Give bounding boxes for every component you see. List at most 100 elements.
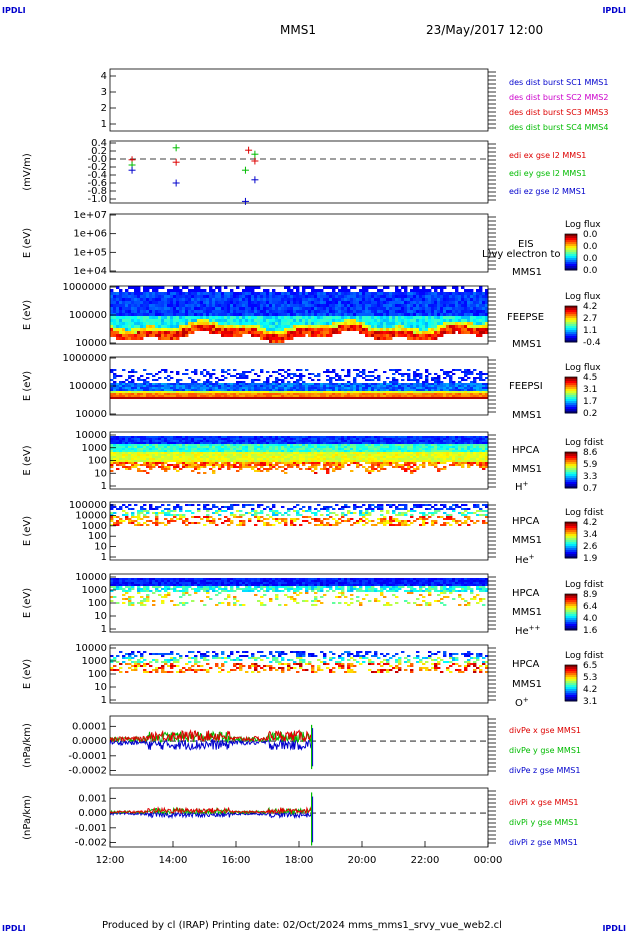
spectrogram-cell bbox=[212, 298, 216, 301]
spectrogram-cell bbox=[146, 331, 150, 334]
spectrogram-cell bbox=[332, 462, 336, 464]
spectrogram-cell bbox=[149, 301, 153, 304]
spectrogram-cell bbox=[200, 454, 204, 456]
spectrogram-cell bbox=[479, 391, 483, 393]
spectrogram-cell bbox=[269, 337, 273, 340]
spectrogram-cell bbox=[212, 385, 216, 387]
spectrogram-cell bbox=[116, 325, 120, 328]
spectrogram-cell bbox=[227, 310, 231, 313]
spectrogram-cell bbox=[332, 387, 336, 389]
spectrogram-cell bbox=[209, 436, 213, 438]
spectrogram-cell bbox=[434, 301, 438, 304]
spectrogram-cell bbox=[455, 325, 459, 328]
spectrogram-cell bbox=[176, 438, 180, 440]
spectrogram-cell bbox=[233, 375, 237, 377]
spectrogram-cell bbox=[149, 310, 153, 313]
spectrogram-cell bbox=[389, 307, 393, 310]
spectrogram-cell bbox=[476, 298, 480, 301]
spectrogram-cell bbox=[464, 298, 468, 301]
spectrogram-cell bbox=[251, 292, 255, 295]
spectrogram-cell bbox=[143, 393, 147, 395]
spectrogram-cell bbox=[188, 442, 192, 444]
spectrogram-cell bbox=[290, 331, 294, 334]
spectrogram-cell bbox=[329, 440, 333, 442]
spectrogram-cell bbox=[161, 446, 165, 448]
spectrogram-cell bbox=[197, 389, 201, 391]
spectrogram-cell bbox=[164, 444, 168, 446]
spectrogram-cell bbox=[227, 391, 231, 393]
spectrogram-cell bbox=[287, 438, 291, 440]
spectrogram-cell bbox=[416, 298, 420, 301]
spectrogram-cell bbox=[248, 395, 252, 397]
spectrogram-cell bbox=[272, 313, 276, 316]
spectrogram-cell bbox=[236, 292, 240, 295]
spectrogram-cell bbox=[461, 328, 465, 331]
spectrogram-cell bbox=[419, 383, 423, 385]
spectrogram-cell bbox=[137, 379, 141, 381]
spectrogram-cell bbox=[173, 452, 177, 454]
spectrogram-cell bbox=[371, 286, 375, 289]
spectrogram-cell bbox=[110, 298, 114, 301]
spectrogram-cell bbox=[383, 334, 387, 337]
spectrogram-cell bbox=[290, 307, 294, 310]
spectrogram-cell bbox=[404, 334, 408, 337]
spectrogram-cell bbox=[452, 391, 456, 393]
spectrogram-cell bbox=[113, 460, 117, 462]
spectrogram-cell bbox=[212, 387, 216, 389]
spectrogram-cell bbox=[215, 316, 219, 319]
spectrogram-cell bbox=[176, 466, 180, 468]
spectrogram-cell bbox=[392, 334, 396, 337]
spectrogram-cell bbox=[458, 395, 462, 397]
spectrogram-cell bbox=[116, 316, 120, 319]
spectrogram-cell bbox=[143, 456, 147, 458]
spectrogram-cell bbox=[338, 397, 342, 399]
spectrogram-cell bbox=[413, 397, 417, 399]
spectrogram-cell bbox=[176, 334, 180, 337]
spectrogram-cell bbox=[128, 468, 132, 470]
spectrogram-cell bbox=[305, 389, 309, 391]
spectrogram-cell bbox=[368, 438, 372, 440]
spectrogram-cell bbox=[347, 397, 351, 399]
spectrogram-cell bbox=[110, 301, 114, 304]
spectrogram-cell bbox=[224, 383, 228, 385]
spectrogram-cell bbox=[338, 436, 342, 438]
spectrogram-cell bbox=[434, 331, 438, 334]
spectrogram-cell bbox=[404, 289, 408, 292]
spectrogram-cell bbox=[140, 460, 144, 462]
spectrogram-cell bbox=[275, 456, 279, 458]
spectrogram-cell bbox=[323, 397, 327, 399]
spectrogram-cell bbox=[371, 375, 375, 377]
spectrogram-cell bbox=[311, 397, 315, 399]
spectrogram-cell bbox=[386, 389, 390, 391]
spectrogram-cell bbox=[482, 307, 486, 310]
spectrogram-cell bbox=[236, 448, 240, 450]
corner-mark-bottom-right: IPDLI bbox=[602, 924, 626, 933]
spectrogram-cell bbox=[293, 440, 297, 442]
spectrogram-cell bbox=[275, 316, 279, 319]
spectrogram-cell bbox=[128, 456, 132, 458]
spectrogram-cell bbox=[134, 450, 138, 452]
spectrogram-cell bbox=[317, 292, 321, 295]
spectrogram-cell bbox=[242, 304, 246, 307]
spectrogram-cell bbox=[230, 313, 234, 316]
spectrogram-cell bbox=[347, 310, 351, 313]
spectrogram-cell bbox=[320, 436, 324, 438]
spectrogram-cell bbox=[275, 337, 279, 340]
spectrogram-cell bbox=[368, 393, 372, 395]
spectrogram-cell bbox=[182, 286, 186, 289]
spectrogram-cell bbox=[206, 458, 210, 460]
spectrogram-cell bbox=[476, 391, 480, 393]
spectrogram-cell bbox=[407, 322, 411, 325]
spectrogram-cell bbox=[128, 448, 132, 450]
spectrogram-cell bbox=[179, 304, 183, 307]
spectrogram-cell bbox=[128, 313, 132, 316]
spectrogram-cell bbox=[266, 448, 270, 450]
spectrogram-cell bbox=[191, 464, 195, 466]
spectrogram-cell bbox=[125, 397, 129, 399]
spectrogram-cell bbox=[350, 328, 354, 331]
spectrogram-cell bbox=[476, 373, 480, 375]
spectrogram-cell bbox=[341, 313, 345, 316]
eis-colorbar-tick: 0.0 bbox=[583, 230, 598, 240]
spectrogram-cell bbox=[248, 462, 252, 464]
spectrogram-cell bbox=[191, 460, 195, 462]
